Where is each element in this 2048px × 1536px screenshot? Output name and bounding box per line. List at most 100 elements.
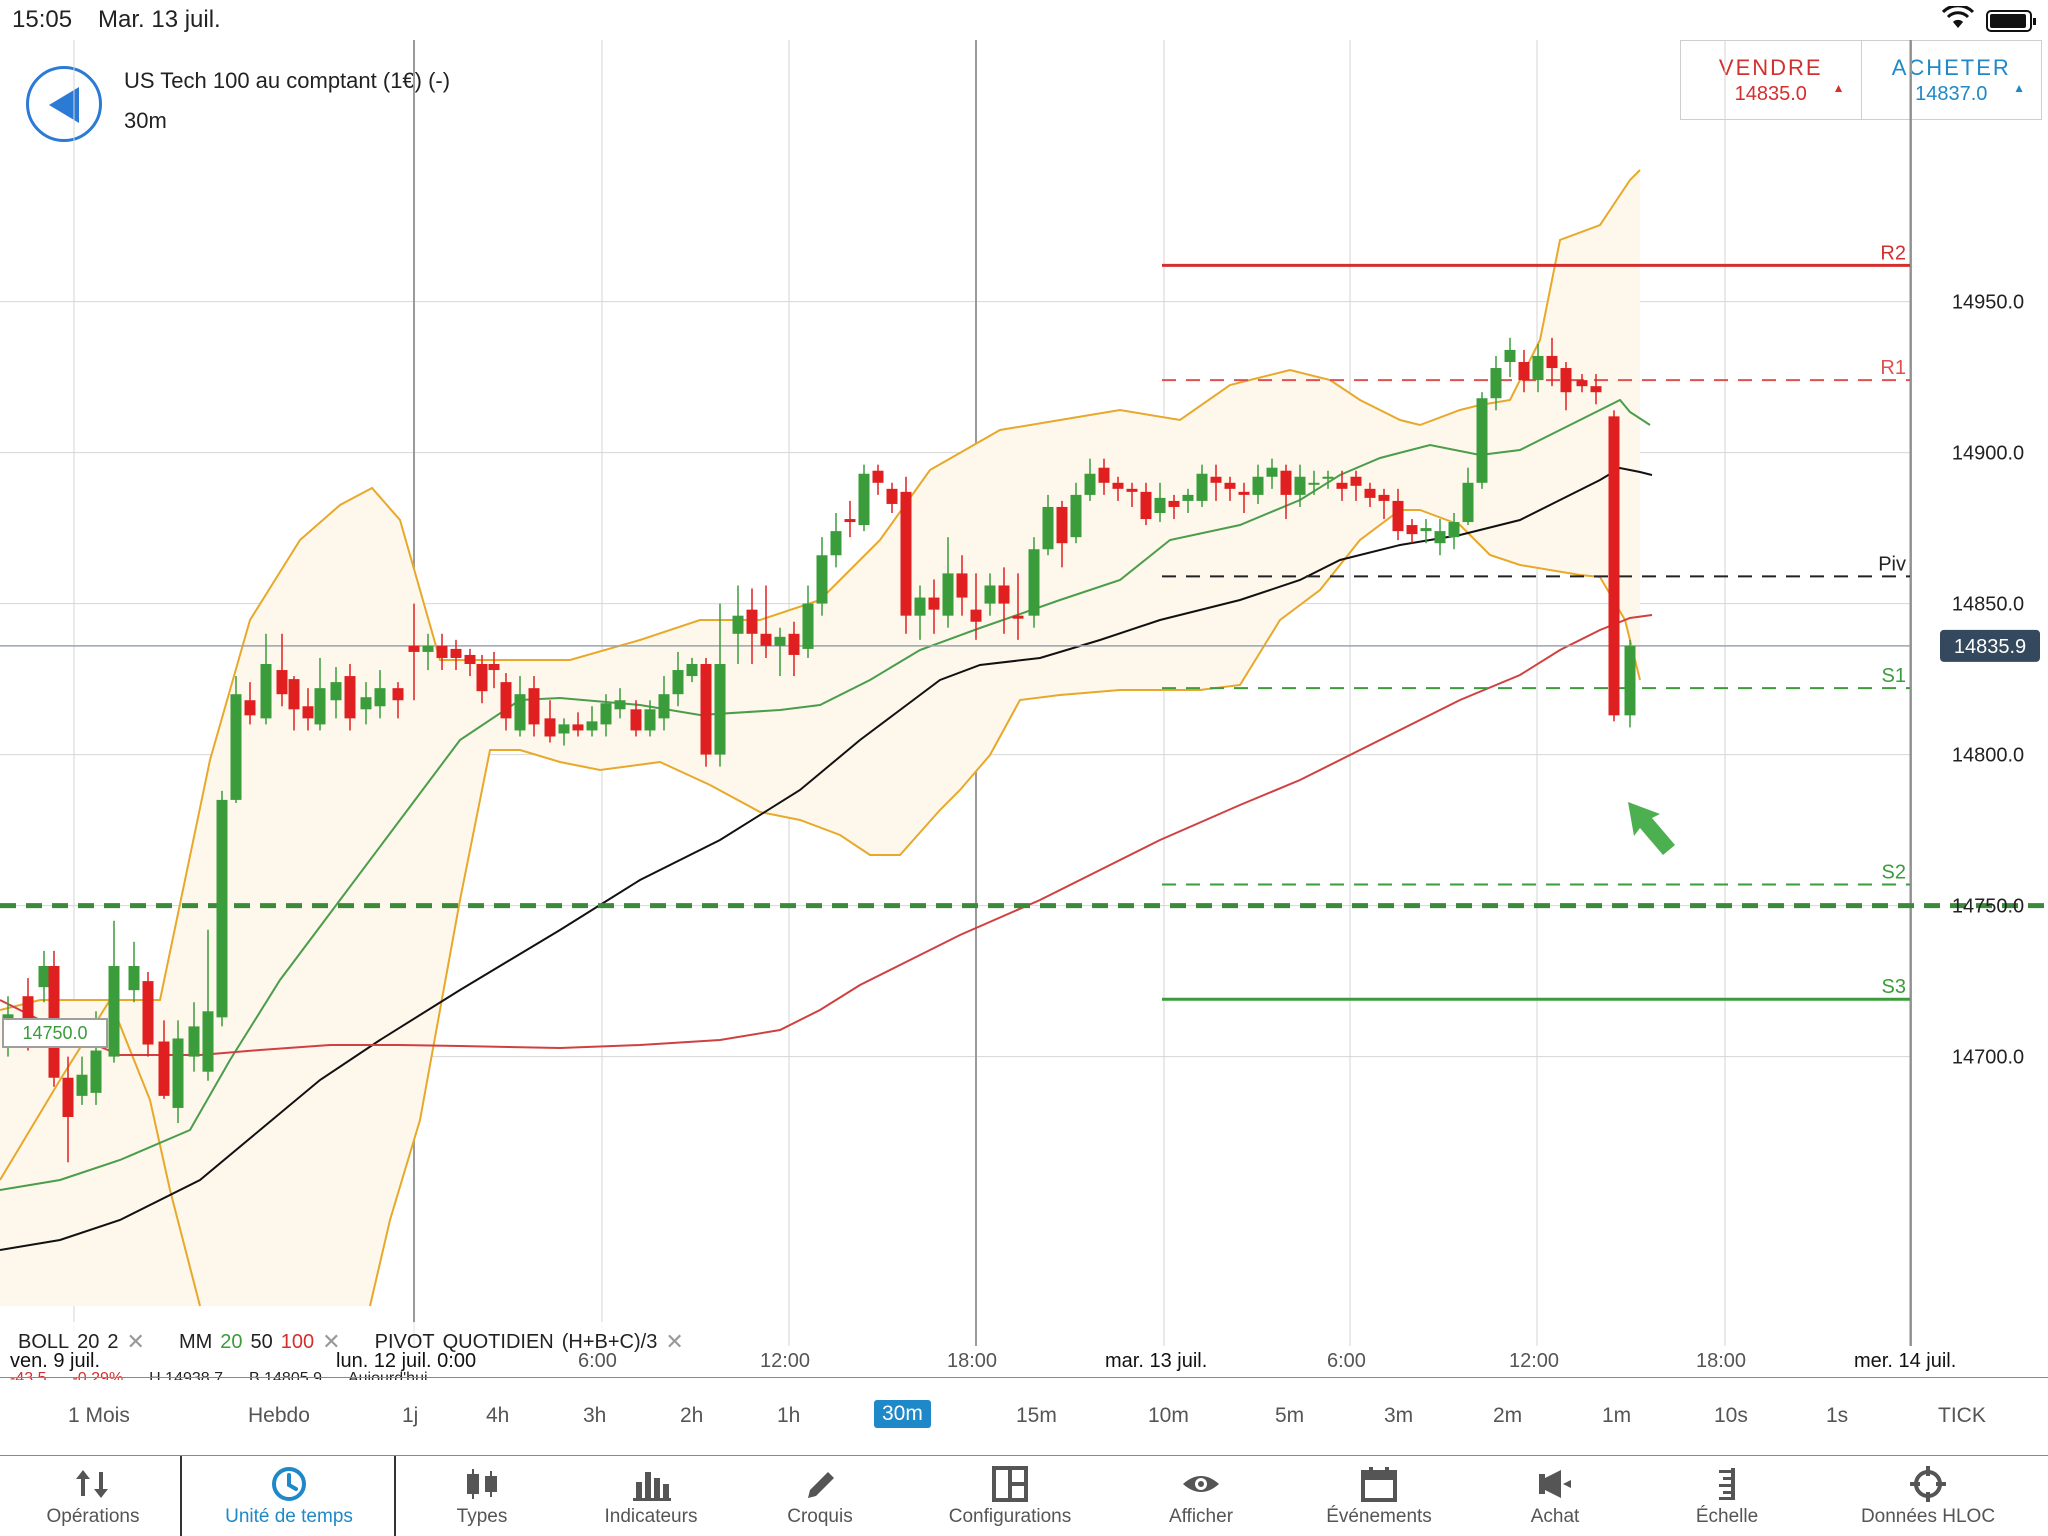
candle [1126,488,1138,492]
tf-10s[interactable]: 10s [1714,1404,1748,1427]
chart-area[interactable]: R2 R1 Piv S1 S2 S3 14950.0 14900.0 14850.0 14800.… [0,40,2048,1386]
candle [514,694,526,731]
megaphone-icon [1539,1470,1571,1498]
candle [1012,615,1024,619]
candle [600,703,612,725]
pivot-label-s2: S2 [1882,861,1906,883]
candle [158,1041,170,1096]
candle [816,555,828,604]
tf-1h[interactable]: 1h [777,1404,801,1427]
candle [630,709,642,731]
tool-label: Échelle [1695,1506,1759,1527]
sell-button[interactable]: VENDRE 14835.0 ▲ [1681,41,1861,119]
legend-boll-period: 20 [77,1330,100,1353]
status-time: 15:05 [12,6,73,33]
indicator-legend: BOLL 20 2 ✕ MM 20 50 100 ✕ PIVOT QUOTIDI… [8,1322,718,1362]
tf-30m[interactable]: 30m [874,1400,931,1428]
candle [1112,482,1124,489]
remove-mm-icon[interactable]: ✕ [322,1329,341,1354]
candle [288,679,300,710]
legend-mm[interactable]: MM 20 50 100 ✕ [179,1329,341,1355]
candle [172,1038,184,1108]
pivot-label-r1: R1 [1880,357,1906,379]
remove-boll-icon[interactable]: ✕ [126,1329,145,1354]
candle [344,676,356,719]
candle [62,1077,74,1117]
candle [1476,398,1488,483]
candle [970,609,982,622]
tf-1m[interactable]: 1m [1602,1404,1632,1427]
buy-up-arrow-icon: ▲ [2013,81,2025,95]
tool-buy[interactable]: Achat [1510,1456,1600,1536]
tf-2m[interactable]: 2m [1493,1404,1523,1427]
tool-label: Croquis [787,1506,853,1527]
candle [1420,528,1432,532]
candle [1294,476,1306,495]
candle [436,645,448,658]
crosshair-icon [1910,1466,1946,1502]
price-chart[interactable]: R2 R1 Piv S1 S2 S3 14950.0 14900.0 14850.0 14800.… [0,40,2048,1346]
candle [1576,380,1588,387]
tf-tick[interactable]: TICK [1938,1404,1986,1427]
tf-5m[interactable]: 5m [1275,1404,1305,1427]
tool-sketches[interactable]: Croquis [760,1456,880,1536]
y-tick-label: 14950.0 [1952,292,2024,314]
tool-configurations[interactable]: Configurations [928,1456,1092,1536]
candle [774,636,786,646]
status-bar: 15:05 Mar. 13 juil. [0,0,2048,40]
y-tick-label: 14900.0 [1952,443,2024,465]
candle [914,597,926,616]
tf-3h[interactable]: 3h [583,1404,607,1427]
tf-1s[interactable]: 1s [1826,1404,1849,1427]
candle [1070,494,1082,538]
candle [38,966,50,988]
tool-operations[interactable]: Opérations [20,1456,166,1536]
y-tick-label: 14750.0 [1952,896,2024,918]
candle [450,648,462,658]
candle [998,585,1010,604]
tool-label: Unité de temps [225,1506,353,1527]
level-tag[interactable]: 14750.0 [2,1018,108,1048]
tool-hloc-data[interactable]: Données HLOC [1846,1456,2010,1536]
candle [1560,368,1572,393]
candle [1280,470,1292,495]
tool-display[interactable]: Afficher [1146,1456,1256,1536]
tf-3m[interactable]: 3m [1384,1404,1414,1427]
tool-label: Types [456,1506,508,1527]
timeframe-label: 30m [124,108,167,133]
tool-scale[interactable]: Échelle [1672,1456,1782,1536]
candle [108,966,120,1057]
candle [1590,386,1602,393]
tf-4h[interactable]: 4h [486,1404,510,1427]
scale-icon [1719,1468,1735,1500]
tf-10m[interactable]: 10m [1148,1404,1189,1427]
tool-types[interactable]: Types [420,1456,544,1536]
tf-weekly[interactable]: Hebdo [248,1404,310,1427]
legend-boll[interactable]: BOLL 20 2 ✕ [18,1329,145,1355]
candle [276,670,288,695]
instrument-name: US Tech 100 au comptant (1€) (-) [124,68,451,93]
tf-15m[interactable]: 15m [1016,1404,1057,1427]
back-button[interactable] [26,66,102,142]
legend-mm-label: MM [178,1330,213,1353]
bar-chart-icon [633,1472,671,1501]
tool-indicators[interactable]: Indicateurs [586,1456,716,1536]
candle [360,697,372,710]
tool-events[interactable]: Événements [1304,1456,1454,1536]
tf-2h[interactable]: 2h [680,1404,704,1427]
tf-1d[interactable]: 1j [402,1404,419,1427]
candle [1140,491,1152,520]
x-label: lun. 12 juil. 0:00 [336,1350,477,1372]
candle [202,1011,214,1072]
candle [1490,368,1502,399]
candle [1624,645,1636,716]
y-tick-label: 14850.0 [1952,594,2024,616]
legend-pivot[interactable]: PIVOT QUOTIDIEN (H+B+C)/3 ✕ [375,1329,684,1355]
tf-1-month[interactable]: 1 Mois [68,1404,130,1427]
x-label: 18:00 [947,1350,998,1372]
chart-header: US Tech 100 au comptant (1€) (-) 30m [0,40,1680,150]
candle [1196,473,1208,501]
remove-pivot-icon[interactable]: ✕ [665,1329,684,1354]
tool-timeframe[interactable]: Unité de temps [200,1456,378,1536]
candle [1392,500,1404,532]
